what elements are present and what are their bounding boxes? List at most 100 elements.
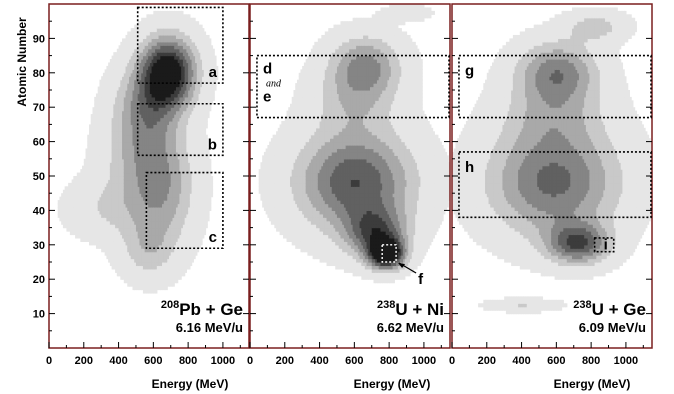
heatmap-cell bbox=[162, 258, 165, 263]
heatmap-cell bbox=[193, 151, 196, 156]
heatmap-cell bbox=[167, 162, 170, 167]
heatmap-cell bbox=[135, 275, 139, 280]
heatmap-cell bbox=[162, 103, 165, 108]
heatmap-cell bbox=[162, 45, 165, 50]
heatmap-cell bbox=[172, 141, 175, 146]
heatmap-cell bbox=[203, 41, 207, 46]
heatmap-cell bbox=[167, 258, 170, 263]
heatmap-cell bbox=[198, 141, 201, 146]
heatmap-cell bbox=[170, 172, 174, 177]
heatmap-cell bbox=[87, 182, 90, 187]
heatmap-cell bbox=[135, 172, 139, 177]
heatmap-cell bbox=[181, 90, 184, 95]
heatmap-cell bbox=[153, 117, 156, 122]
heatmap-cell bbox=[129, 176, 132, 181]
heatmap-cell bbox=[203, 158, 207, 163]
heatmap-cell bbox=[118, 210, 121, 215]
heatmap-cell bbox=[101, 93, 104, 98]
heatmap-cell bbox=[90, 148, 94, 153]
heatmap-cell bbox=[104, 244, 107, 249]
heatmap-cell bbox=[135, 279, 139, 284]
heatmap-cell bbox=[141, 248, 144, 253]
heatmap-cell bbox=[142, 131, 146, 136]
heatmap-cell bbox=[156, 117, 160, 122]
heatmap-cell bbox=[160, 69, 163, 74]
heatmap-cell bbox=[134, 134, 137, 139]
heatmap-cell bbox=[202, 172, 205, 177]
heatmap-cell bbox=[113, 120, 116, 125]
heatmap-cell bbox=[122, 193, 125, 198]
heatmap-cell bbox=[158, 286, 161, 291]
heatmap-cell bbox=[151, 127, 154, 132]
heatmap-cell bbox=[177, 234, 181, 239]
heatmap-cell bbox=[189, 258, 193, 263]
heatmap-cell bbox=[139, 34, 142, 39]
heatmap-cell bbox=[106, 79, 109, 84]
heatmap-cell bbox=[120, 272, 123, 277]
heatmap-cell bbox=[144, 165, 147, 170]
heatmap-cell bbox=[142, 55, 146, 60]
heatmap-cell bbox=[120, 275, 123, 280]
heatmap-cell bbox=[127, 282, 130, 287]
heatmap-cell bbox=[200, 234, 203, 239]
heatmap-cell bbox=[76, 220, 80, 225]
heatmap-cell bbox=[177, 217, 181, 222]
heatmap-cell bbox=[174, 10, 177, 15]
heatmap-cell bbox=[148, 179, 151, 184]
heatmap-cell bbox=[189, 151, 193, 156]
heatmap-cell bbox=[189, 24, 193, 29]
heatmap-cell bbox=[160, 148, 163, 153]
heatmap-cell bbox=[106, 131, 109, 136]
heatmap-cell bbox=[137, 145, 141, 150]
heatmap-cell bbox=[125, 110, 128, 115]
heatmap-cell bbox=[149, 72, 153, 77]
heatmap-cell bbox=[153, 110, 156, 115]
heatmap-cell bbox=[188, 145, 191, 150]
heatmap-cell bbox=[127, 69, 130, 74]
heatmap-cell bbox=[134, 241, 137, 246]
heatmap-cell bbox=[113, 83, 116, 88]
heatmap-cell bbox=[181, 244, 184, 249]
heatmap-cell bbox=[142, 172, 146, 177]
heatmap-cell bbox=[87, 203, 90, 208]
heatmap-cell bbox=[153, 103, 156, 108]
heatmap-cell bbox=[169, 114, 172, 119]
heatmap-cell bbox=[167, 17, 170, 22]
heatmap-cell bbox=[108, 155, 111, 160]
heatmap-cell bbox=[122, 182, 125, 187]
heatmap-cell bbox=[122, 151, 125, 156]
heatmap-cell bbox=[203, 224, 207, 229]
heatmap-cell bbox=[167, 69, 170, 74]
heatmap-cell bbox=[132, 234, 135, 239]
heatmap-cell bbox=[205, 176, 208, 181]
heatmap-cell bbox=[181, 213, 184, 218]
heatmap-cell bbox=[193, 148, 196, 153]
heatmap-cell bbox=[155, 52, 158, 57]
heatmap-cell bbox=[188, 220, 191, 225]
heatmap-cell bbox=[94, 200, 97, 205]
heatmap-cell bbox=[116, 227, 120, 232]
heatmap-cell bbox=[179, 275, 182, 280]
heatmap-cell bbox=[118, 268, 121, 273]
heatmap-cell bbox=[189, 172, 193, 177]
heatmap-cell bbox=[167, 182, 170, 187]
heatmap-cell bbox=[181, 262, 184, 267]
heatmap-cell bbox=[122, 165, 125, 170]
heatmap-cell bbox=[106, 227, 109, 232]
heatmap-cell bbox=[153, 21, 156, 26]
heatmap-cell bbox=[169, 148, 172, 153]
heatmap-cell bbox=[186, 86, 189, 91]
heatmap-cell bbox=[113, 182, 116, 187]
heatmap-cell bbox=[115, 210, 118, 215]
heatmap-cell bbox=[127, 193, 130, 198]
heatmap-cell bbox=[87, 172, 90, 177]
heatmap-cell bbox=[92, 210, 95, 215]
heatmap-cell bbox=[167, 59, 170, 64]
heatmap-cell bbox=[118, 203, 121, 208]
heatmap-cell bbox=[94, 100, 97, 105]
heatmap-cell bbox=[153, 62, 156, 67]
heatmap-cell bbox=[116, 117, 120, 122]
heatmap-cell bbox=[115, 186, 118, 191]
heatmap-cell bbox=[191, 114, 194, 119]
heatmap-cell bbox=[156, 282, 160, 287]
